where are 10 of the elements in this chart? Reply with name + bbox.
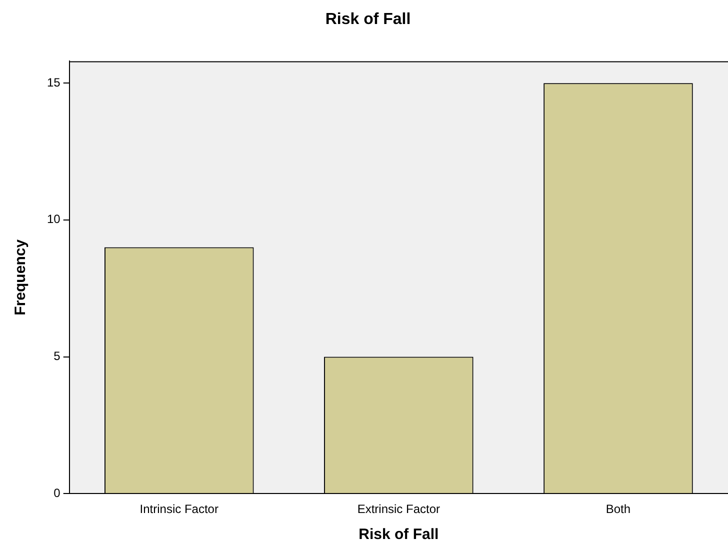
y-axis-title: Frequency: [12, 238, 30, 316]
y-tick-label: 10: [46, 212, 61, 226]
x-tick-label: Both: [606, 502, 631, 516]
x-tick-label: Extrinsic Factor: [357, 502, 440, 516]
x-tick-label: Intrinsic Factor: [140, 502, 218, 516]
x-axis-title: Risk of Fall: [358, 526, 439, 544]
y-tick-label: 15: [46, 75, 61, 90]
y-tick-label: 5: [54, 349, 61, 364]
chart-title: Risk of Fall: [325, 11, 411, 28]
y-tick-label: 0: [54, 486, 61, 500]
